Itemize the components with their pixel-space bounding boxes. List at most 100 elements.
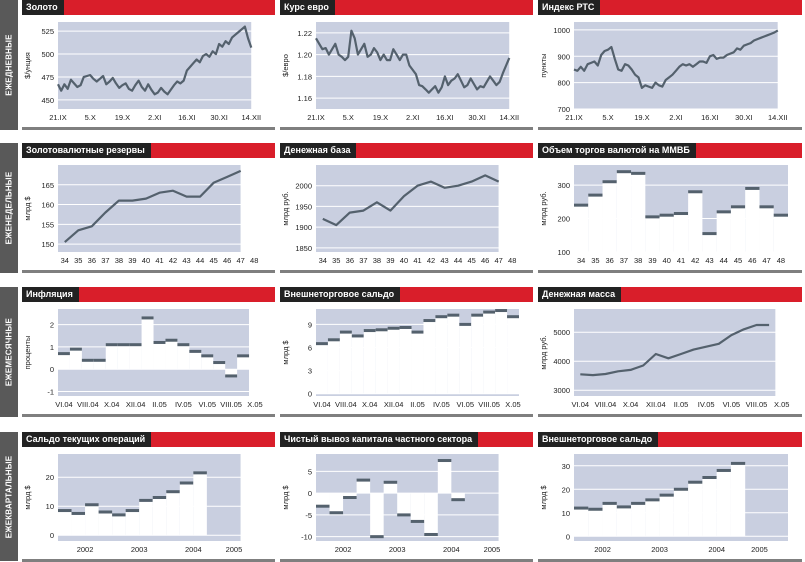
x-tick-label: 21.IX <box>49 113 67 122</box>
x-tick-label: 30.XI <box>735 113 753 122</box>
title-accent-bar <box>600 0 802 15</box>
x-tick-label: 35 <box>591 256 599 265</box>
x-tick-label: 34 <box>577 256 585 265</box>
y-tick-label: 800 <box>557 79 570 88</box>
chart-title: Чистый вывоз капитала частного сектора <box>280 432 479 447</box>
x-tick-label: 2005 <box>484 545 501 554</box>
chart-panel-trade_balance_m: Внешнеторговое сальдо 0 3 6 9 млрд $ VI.04 VIII… <box>280 287 533 417</box>
x-tick-label: 30.XI <box>210 113 228 122</box>
x-tick-label: 21.IX <box>307 113 325 122</box>
x-tick-label: 35 <box>74 256 82 265</box>
bar-fill <box>459 324 472 394</box>
bar-fill <box>495 310 508 394</box>
row-label-daily: ЕЖЕДНЕВНЫЕ <box>0 0 18 130</box>
y-tick-label: 1.22 <box>297 29 312 38</box>
chart-svg: -1 0 1 2 проценты VI.04 VIII.04 X.04 XII.04 II.05… <box>23 309 263 409</box>
chart-title: Внешнеторговое сальдо <box>280 287 401 302</box>
row-label-weekly: ЕЖЕНЕДЕЛЬНЫЕ <box>0 143 18 273</box>
x-tick-label: IV.05 <box>175 400 192 409</box>
y-tick-label: 10 <box>562 509 570 518</box>
x-tick-label: 38 <box>373 256 381 265</box>
x-tick-label: 41 <box>155 256 163 265</box>
row-label-text: ЕЖЕНЕДЕЛЬНЫЕ <box>4 171 14 245</box>
bar-fill <box>98 512 113 536</box>
y-tick-label: 900 <box>557 52 570 61</box>
bar-fill <box>730 206 746 252</box>
bar-fill <box>152 497 167 536</box>
x-tick-label: 36 <box>605 256 613 265</box>
chart-panel-rts: Индекс РТС 700 800 900 1000 пункты 21.IX 5.X 19.… <box>538 0 802 130</box>
x-tick-label: 38 <box>115 256 123 265</box>
x-tick-label: 36 <box>346 256 354 265</box>
bar-fill <box>58 510 72 536</box>
chart-title: Золотовалютные резервы <box>22 143 151 158</box>
x-tick-label: 16.XI <box>436 113 454 122</box>
bar-fill <box>471 315 484 394</box>
y-tick-label: 1.18 <box>297 72 312 81</box>
chart-title: Инфляция <box>22 287 79 302</box>
x-tick-label: VI.04 <box>55 400 73 409</box>
bar-fill <box>411 332 424 394</box>
panel-bottom-rule <box>22 414 275 417</box>
bar-fill <box>125 510 140 536</box>
y-tick-label: 200 <box>557 215 570 224</box>
bar-fill <box>688 482 703 537</box>
chart-svg: 150 155 160 165 млрд $ 34 35 36 37 38 39 40 41 42 43 44… <box>23 165 261 265</box>
panel-bottom-rule <box>22 127 275 130</box>
y-tick-label: 2000 <box>295 182 312 191</box>
x-tick-label: 41 <box>677 256 685 265</box>
x-tick-label: IV.05 <box>433 400 450 409</box>
future-area <box>249 309 261 396</box>
plot-area <box>316 22 510 109</box>
x-tick-label: 37 <box>101 256 109 265</box>
bar-fill <box>688 191 703 252</box>
y-axis-label: млрд $ <box>23 196 32 221</box>
bar-fill <box>745 188 760 252</box>
y-tick-label: 155 <box>41 220 54 229</box>
future-area <box>777 22 788 109</box>
y-axis-label: млрд руб. <box>281 191 290 225</box>
chart-panel-money_supply: Денежная масса 3000 4000 5000 млрд руб. VI.04… <box>538 287 802 417</box>
y-tick-label: 0 <box>308 390 312 399</box>
x-tick-label: 2002 <box>594 545 611 554</box>
x-tick-label: 2004 <box>443 545 460 554</box>
chart-title: Курс евро <box>280 0 335 15</box>
x-tick-label: II.05 <box>410 400 425 409</box>
series-line <box>322 174 500 227</box>
bar-fill <box>153 342 166 370</box>
plot-area <box>58 165 241 252</box>
title-accent-bar <box>151 432 275 447</box>
x-tick-label: VIII.05 <box>746 400 768 409</box>
x-tick-label: 2003 <box>651 545 668 554</box>
bar-fill <box>316 493 330 507</box>
bar-fill <box>213 362 226 370</box>
y-axis-label: млрд $ <box>23 485 32 510</box>
bar-fill <box>716 211 731 252</box>
bar-fill <box>702 233 717 252</box>
bar-fill <box>201 355 214 370</box>
bar-fill <box>85 504 99 536</box>
x-tick-label: X.05 <box>247 400 262 409</box>
future-area <box>240 454 261 541</box>
plot-area <box>316 165 499 252</box>
x-tick-label: 2003 <box>131 545 148 554</box>
title-accent-bar <box>621 287 802 302</box>
x-tick-label: 34 <box>319 256 327 265</box>
chart-title: Индекс РТС <box>538 0 601 15</box>
series-line <box>57 25 253 96</box>
future-area <box>509 22 519 109</box>
bar-fill <box>574 205 589 252</box>
chart-svg: 0 10 20 30 млрд $ 2002 2003 2004 2005 <box>539 454 788 554</box>
x-tick-label: 2003 <box>389 545 406 554</box>
bar-fill <box>631 503 646 537</box>
x-tick-label: 2002 <box>77 545 94 554</box>
chart-panel-monetary_base: Денежная база 1850 1900 1950 2000 млрд руб. 34… <box>280 143 533 273</box>
bar-fill <box>424 493 438 535</box>
x-tick-label: 48 <box>508 256 516 265</box>
x-tick-label: 39 <box>128 256 136 265</box>
title-accent-bar <box>356 143 533 158</box>
panel-bottom-rule <box>22 270 275 273</box>
bar-fill <box>383 482 398 494</box>
future-area <box>498 454 519 541</box>
x-tick-label: 45 <box>734 256 742 265</box>
